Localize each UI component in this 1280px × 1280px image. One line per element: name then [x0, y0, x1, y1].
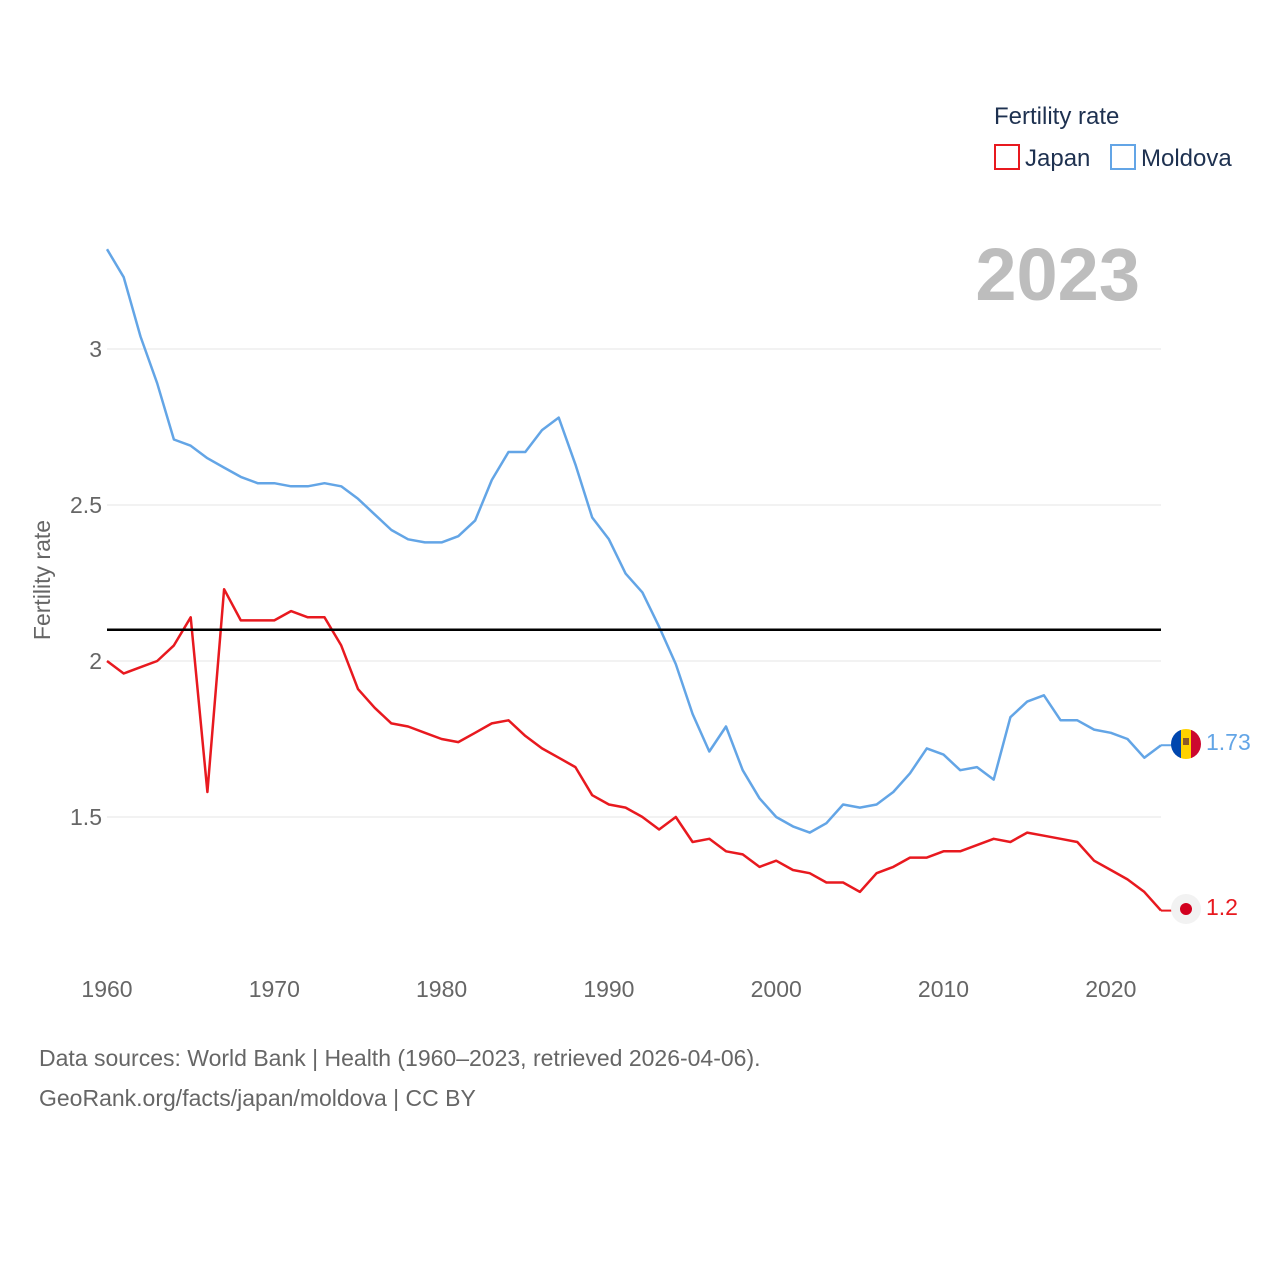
x-axis-ticks: 1960 1970 1980 1990 2000 2010 2020 — [81, 976, 1136, 1002]
x-tick-label: 1990 — [583, 976, 634, 1002]
y-tick-label: 3 — [89, 336, 102, 362]
grid-lines — [107, 348, 1161, 818]
legend: Fertility rate Japan Moldova — [994, 103, 1232, 172]
end-label-japan: 1.2 — [1206, 894, 1238, 920]
year-label: 2023 — [975, 233, 1140, 316]
japan-flag-icon — [1171, 894, 1201, 924]
legend-item-japan[interactable]: Japan — [994, 144, 1090, 172]
legend-label-japan: Japan — [1025, 145, 1090, 172]
y-tick-label: 2.5 — [70, 492, 102, 518]
source-text: Data sources: World Bank | Health (1960–… — [39, 1045, 761, 1071]
y-tick-label: 1.5 — [70, 804, 102, 830]
series-line-moldova[interactable] — [105, 248, 1162, 834]
x-tick-label: 2020 — [1085, 976, 1136, 1002]
x-tick-label: 2010 — [918, 976, 969, 1002]
legend-label-moldova: Moldova — [1141, 145, 1232, 172]
legend-swatch-moldova — [1110, 144, 1136, 170]
source-link[interactable]: GeoRank.org/facts/japan/moldova | CC BY — [39, 1085, 476, 1111]
series-line-japan[interactable] — [106, 587, 1162, 912]
end-label-moldova: 1.73 — [1206, 729, 1251, 755]
x-tick-label: 2000 — [751, 976, 802, 1002]
x-tick-label: 1960 — [81, 976, 132, 1002]
moldova-flag-icon — [1171, 729, 1201, 759]
legend-item-moldova[interactable]: Moldova — [1110, 144, 1232, 172]
y-tick-label: 2 — [89, 648, 102, 674]
legend-title: Fertility rate — [994, 103, 1119, 130]
y-axis-label: Fertility rate — [29, 520, 55, 640]
series-layer — [105, 248, 1174, 912]
x-tick-label: 1980 — [416, 976, 467, 1002]
legend-swatch-japan — [994, 144, 1020, 170]
y-axis-ticks: 1.5 2 2.5 3 — [70, 336, 102, 830]
x-tick-label: 1970 — [249, 976, 300, 1002]
